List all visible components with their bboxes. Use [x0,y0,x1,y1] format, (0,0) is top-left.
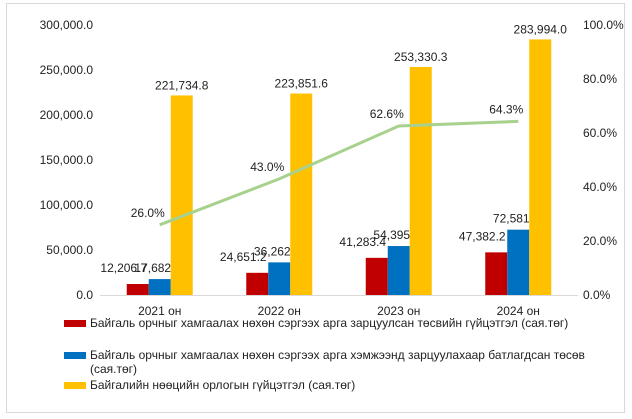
legend-label: Байгаль орчныг хамгаалах нөхөн сэргээх а… [90,316,569,330]
bar-series-3 [170,95,193,295]
chart-frame [6,3,625,413]
bar-data-label: 72,581.6 [493,212,540,226]
bar-data-label: 47,382.2 [459,229,506,243]
legend-item: Байгаль орчныг хамгаалах нөхөн сэргээх а… [64,348,629,376]
legend-item: Байгалийн нөөцийн орлогын гүйцэтгэл (сая… [64,378,629,392]
line-data-label: 62.6% [370,107,404,121]
bar-series-2 [387,246,410,295]
y-right-tick-label: 0.0% [583,288,611,302]
y-right-tick-label: 40.0% [583,180,617,194]
x-category-label: 2021 он [138,304,181,318]
line-data-label: 26.0% [131,206,165,220]
bar-series-2 [148,279,171,295]
bar-series-2 [268,262,291,295]
bar-series-2 [507,229,530,295]
bar-series-1 [365,257,388,295]
bar-data-label: 12,206.7 [100,261,147,275]
y-right-tick-label: 100.0% [583,18,624,32]
legend-swatch [64,320,86,327]
bar-data-label: 54,395.7 [373,228,420,242]
line-data-label: 43.0% [250,160,284,174]
legend: Байгаль орчныг хамгаалах нөхөн сэргээх а… [64,316,629,392]
y-right-tick-label: 80.0% [583,72,617,86]
legend-item: Байгаль орчныг хамгаалах нөхөн сэргээх а… [64,316,629,330]
x-category-label: 2022 он [258,304,301,318]
y-left-tick-label: 300,000.0 [40,18,94,32]
bar-series-3 [409,67,432,295]
bar-data-label: 253,330.3 [394,50,448,64]
legend-label: Байгаль орчныг хамгаалах нөхөн сэргээх а… [90,348,585,376]
bar-series-1 [246,272,269,295]
y-left-tick-label: 50,000.0 [46,243,93,257]
line-data-label: 64.3% [489,102,523,116]
bar-series-1 [126,284,149,295]
y-right-tick-label: 60.0% [583,126,617,140]
y-left-tick-label: 150,000.0 [40,153,94,167]
bar-data-label: 24,651.2 [220,250,267,264]
x-category-label: 2024 он [497,304,540,318]
y-left-tick-label: 250,000.0 [40,63,94,77]
bar-data-label: 221,734.8 [155,78,209,92]
bar-series-3 [529,39,552,296]
y-left-tick-label: 200,000.0 [40,108,94,122]
line-series [159,119,519,227]
y-left-tick-label: 0.0 [76,288,93,302]
legend-swatch [64,382,86,389]
legend-label: Байгалийн нөөцийн орлогын гүйцэтгэл (сая… [90,378,356,392]
y-left-tick-label: 100,000.0 [40,198,94,212]
bar-data-label: 283,994.0 [514,22,568,36]
bar-data-label: 36,262.3 [254,244,301,258]
bar-series-3 [290,93,313,295]
bar-data-label: 41,283.4 [339,235,386,249]
bar-data-label: 17,682.3 [134,261,181,275]
bar-series-1 [485,252,508,295]
legend-swatch [64,352,86,359]
y-right-tick-label: 20.0% [583,234,617,248]
x-category-label: 2023 он [377,304,420,318]
bar-data-label: 223,851.6 [275,77,329,91]
